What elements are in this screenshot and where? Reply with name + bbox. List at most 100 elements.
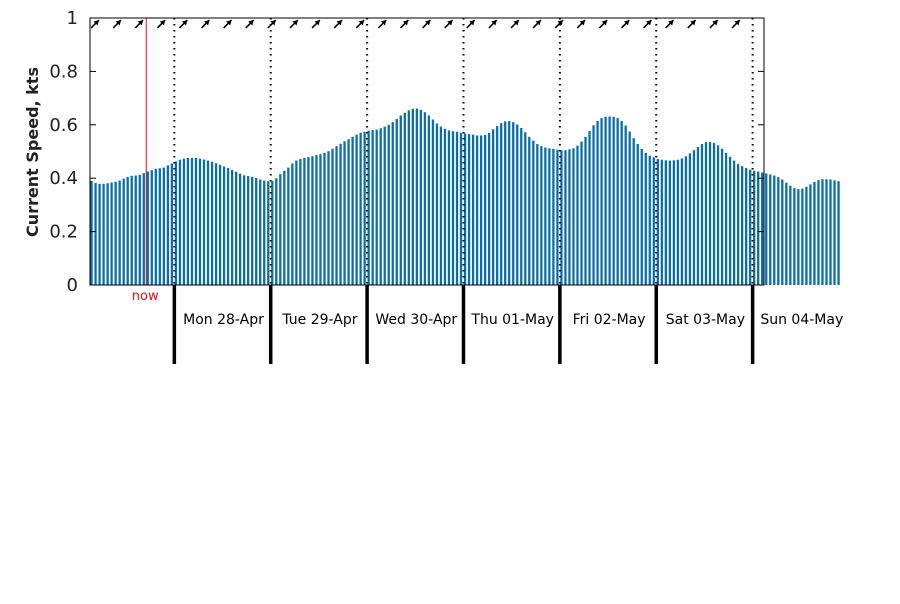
bar xyxy=(279,174,282,285)
bar xyxy=(351,136,354,285)
bar xyxy=(544,147,547,285)
bar xyxy=(475,135,479,285)
bar xyxy=(467,134,471,285)
bar xyxy=(512,122,515,285)
bar xyxy=(632,138,635,285)
bar xyxy=(668,160,671,285)
direction-arrow xyxy=(620,19,630,29)
direction-arrow xyxy=(355,19,365,29)
direction-arrow xyxy=(598,19,608,29)
day-label: Mon 28-Apr xyxy=(183,312,264,328)
bar xyxy=(684,156,688,285)
labels-layer: 0 0.2 0.4 0.6 0.8 1 Current Speed, kts Mon 28-A… xyxy=(23,8,843,328)
direction-arrow-head xyxy=(292,20,298,26)
bar xyxy=(628,131,631,285)
direction-arrow xyxy=(709,19,719,29)
direction-arrow-head xyxy=(491,20,497,26)
bar xyxy=(146,171,149,285)
direction-arrow-head xyxy=(270,20,276,26)
bar xyxy=(178,159,182,285)
direction-arrow-head xyxy=(380,20,387,26)
direction-arrow xyxy=(554,19,564,29)
direction-arrow-head xyxy=(358,20,365,26)
bar xyxy=(496,126,499,285)
bar xyxy=(323,152,326,285)
bar xyxy=(624,125,627,285)
bar xyxy=(130,175,133,285)
direction-arrow xyxy=(399,19,409,29)
bar xyxy=(620,121,623,285)
bar xyxy=(186,157,190,285)
bar xyxy=(492,129,495,285)
direction-arrow-head xyxy=(159,20,166,26)
direction-arrow xyxy=(466,19,476,29)
direction-arrow-head xyxy=(137,20,144,26)
bar xyxy=(327,151,330,285)
direction-arrow-head xyxy=(204,20,210,26)
bar xyxy=(210,161,214,285)
bar xyxy=(238,173,242,285)
bar xyxy=(162,167,165,285)
direction-arrow-head xyxy=(447,20,453,26)
bar xyxy=(724,152,728,285)
bar xyxy=(548,148,551,285)
day-label: Wed 30-Apr xyxy=(375,312,457,328)
bar xyxy=(660,159,663,285)
bar xyxy=(214,163,218,285)
bar xyxy=(275,178,278,285)
bar xyxy=(194,157,198,285)
bar xyxy=(138,174,141,285)
bar xyxy=(516,124,519,285)
direction-arrows-layer xyxy=(90,19,741,29)
bar xyxy=(712,142,716,285)
bar xyxy=(612,116,615,285)
bar xyxy=(110,182,113,285)
bar xyxy=(753,170,756,285)
bar xyxy=(158,168,161,285)
bar xyxy=(520,128,523,285)
bar xyxy=(540,146,543,285)
day-label: Thu 01-May xyxy=(470,312,554,328)
direction-arrow-head xyxy=(402,20,409,26)
bar xyxy=(600,118,603,286)
bar xyxy=(206,160,210,285)
bar xyxy=(359,132,362,285)
bar xyxy=(255,177,258,285)
direction-arrow-head xyxy=(579,20,586,26)
bar xyxy=(740,166,744,285)
direction-arrow xyxy=(377,19,387,29)
direction-arrow-head xyxy=(690,20,696,26)
bar xyxy=(732,160,736,285)
bar xyxy=(584,136,587,285)
bar xyxy=(114,181,117,285)
direction-arrow xyxy=(333,19,343,29)
direction-arrow xyxy=(245,19,255,29)
direction-arrow xyxy=(90,19,100,29)
bar xyxy=(528,136,531,285)
bar xyxy=(576,145,579,285)
bar xyxy=(395,118,398,286)
bar xyxy=(700,144,704,285)
direction-arrow-head xyxy=(668,20,674,26)
day-label: Tue 29-Apr xyxy=(281,312,357,328)
y-tick-label: 0.6 xyxy=(49,115,78,136)
day-label: Sat 03-May xyxy=(666,312,745,328)
direction-arrow-head xyxy=(181,20,188,26)
bar xyxy=(676,159,680,285)
bar xyxy=(680,158,684,285)
bar xyxy=(166,165,169,285)
bar xyxy=(439,126,443,285)
plot-frame xyxy=(89,17,765,286)
direction-arrow xyxy=(201,19,210,29)
axes-layer xyxy=(89,17,765,286)
y-axis-title: Current Speed, kts xyxy=(23,67,42,237)
direction-arrow xyxy=(488,19,498,29)
bar xyxy=(664,160,667,285)
bar xyxy=(263,180,266,285)
bar xyxy=(447,130,451,285)
direction-arrow xyxy=(223,19,233,29)
bar xyxy=(777,177,780,285)
bar xyxy=(154,168,157,285)
bar xyxy=(251,176,254,285)
bar xyxy=(218,164,222,285)
